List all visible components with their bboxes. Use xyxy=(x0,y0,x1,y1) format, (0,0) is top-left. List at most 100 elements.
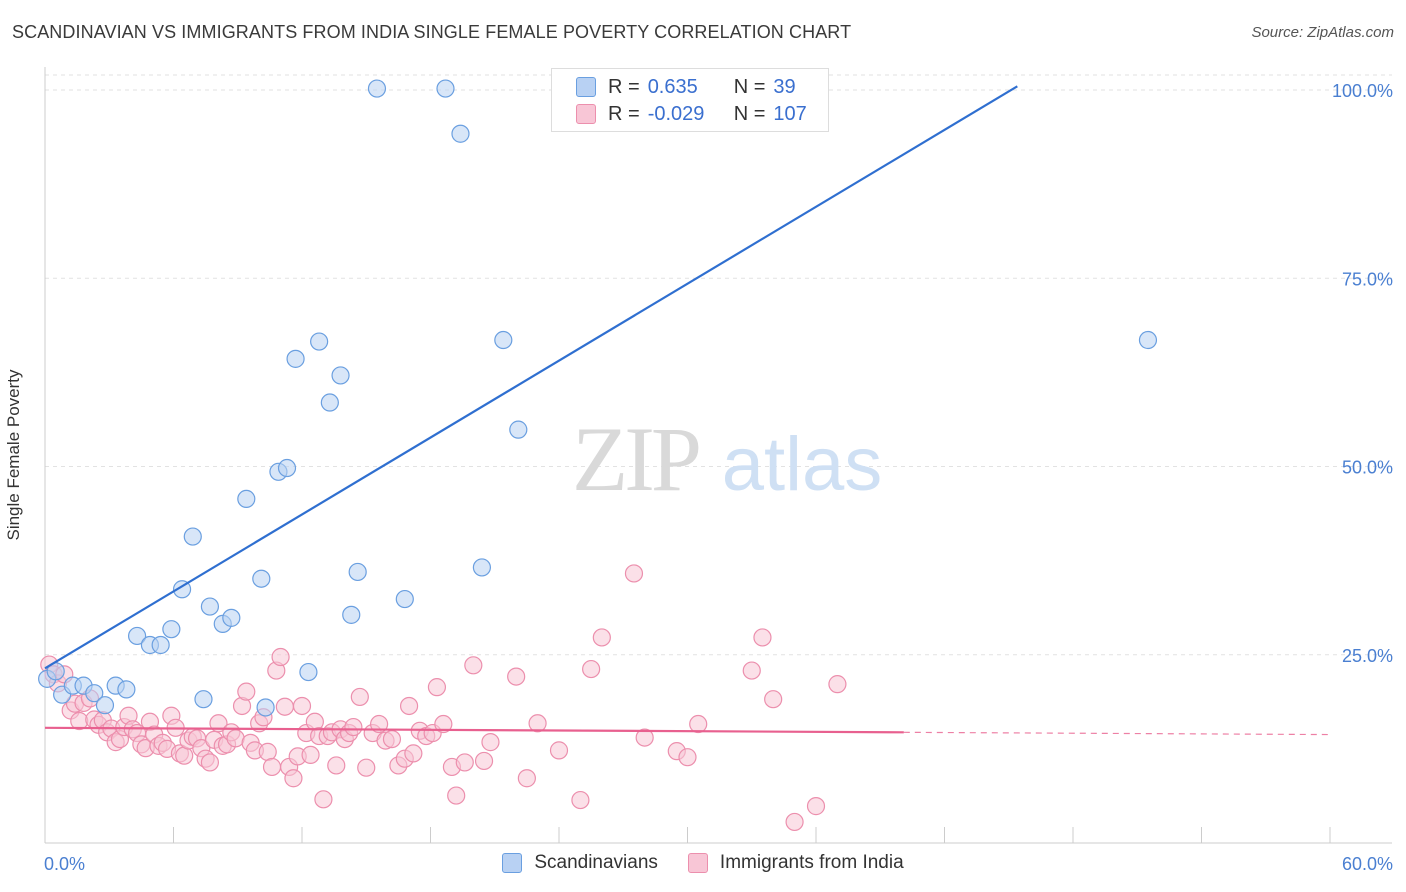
legend-r-value: 0.635 xyxy=(647,75,698,98)
scandinavian-point xyxy=(151,635,170,655)
legend-r-value: -0.029 xyxy=(647,102,705,125)
india-point xyxy=(226,729,245,748)
scandinavian-point xyxy=(256,698,275,717)
legend-item-india[interactable]: Immigrants from India xyxy=(687,852,904,874)
scandinavian-trend-line xyxy=(44,85,1018,670)
scandinavian-point xyxy=(472,558,491,577)
legend-n-value: 39 xyxy=(773,75,796,98)
india-point xyxy=(271,647,290,667)
scandinavian-point xyxy=(85,684,104,703)
india-point xyxy=(275,697,294,716)
legend-n-value: 107 xyxy=(773,102,807,125)
watermark-zip: ZIP xyxy=(572,408,699,510)
india-point xyxy=(764,690,783,709)
scandinavian-point xyxy=(451,124,470,143)
legend-row-scandinavians: R = 0.635 N = 39 xyxy=(576,75,796,99)
axes-layer xyxy=(44,67,1392,844)
scandinavian-point xyxy=(183,527,202,546)
india-point xyxy=(753,628,772,647)
india-point xyxy=(507,667,526,686)
legend-n-label: N = xyxy=(733,102,766,125)
india-point xyxy=(582,659,601,679)
india-trend-extension xyxy=(903,731,1331,736)
scandinavian-point xyxy=(162,620,181,639)
india-point xyxy=(624,564,644,583)
scandinavian-point xyxy=(200,597,220,616)
india-point xyxy=(209,714,228,733)
india-point xyxy=(314,790,333,809)
india-point xyxy=(292,696,312,716)
scandinavian-point xyxy=(348,562,367,582)
scandinavian-point xyxy=(299,662,318,682)
india-point xyxy=(464,656,483,675)
india-point xyxy=(427,678,447,697)
scandinavian-point xyxy=(395,589,414,609)
india-point xyxy=(592,628,611,647)
india-point xyxy=(571,790,590,810)
india-point xyxy=(327,756,346,775)
y-tick-label: 25.0% xyxy=(1342,646,1393,666)
y-axis-label: Single Female Poverty xyxy=(4,369,23,541)
india-trend-line xyxy=(44,726,904,734)
scandinavian-point xyxy=(222,608,241,627)
india-point xyxy=(382,729,402,749)
scandinavian-point xyxy=(194,690,213,709)
india-point xyxy=(301,745,320,765)
scandinavian-point xyxy=(252,569,271,588)
india-point xyxy=(237,682,256,701)
y-tick-label: 75.0% xyxy=(1342,269,1393,289)
scandinavian-point xyxy=(172,580,192,599)
india-point xyxy=(262,757,282,777)
india-point xyxy=(481,733,500,752)
scandinavian-points xyxy=(38,79,1158,717)
legend-label-india: Immigrants from India xyxy=(719,852,904,873)
x-tick-label-max: 60.0% xyxy=(1342,854,1393,874)
y-tick-label: 100.0% xyxy=(1332,81,1393,101)
scandinavian-point xyxy=(367,79,387,98)
scandinavian-point xyxy=(95,696,115,715)
india-point xyxy=(806,797,826,816)
legend-item-scandinavians[interactable]: Scandinavians xyxy=(502,852,658,874)
legend-r-label: R = xyxy=(608,75,640,98)
india-point xyxy=(828,675,847,694)
series-legend: Scandinavians Immigrants from India xyxy=(0,852,1406,874)
legend-label-scandinavians: Scandinavians xyxy=(534,852,658,873)
scandinavian-point xyxy=(436,79,455,98)
y-tick-label: 50.0% xyxy=(1342,458,1393,478)
india-point xyxy=(404,744,423,763)
x-tick-label-min: 0.0% xyxy=(44,854,85,874)
india-point xyxy=(344,717,363,737)
india-point xyxy=(474,751,494,771)
scandinavian-point xyxy=(237,489,256,509)
scandinavian-point xyxy=(127,626,147,646)
legend-n-label: N = xyxy=(733,75,766,98)
india-point xyxy=(258,742,277,761)
india-point xyxy=(635,728,654,747)
india-point xyxy=(175,746,194,765)
correlation-legend: R = 0.635 N = 39 R = -0.029 N = 107 xyxy=(551,68,829,132)
grid-layer xyxy=(45,74,1392,656)
scandinavian-point xyxy=(331,366,350,385)
legend-swatch-blue xyxy=(502,853,523,873)
india-points xyxy=(40,564,847,832)
trend-layer xyxy=(44,85,1331,736)
india-point xyxy=(350,687,369,707)
legend-swatch-blue xyxy=(576,77,596,97)
india-point xyxy=(455,753,474,772)
source-label: Source: ZipAtlas.com xyxy=(1251,24,1394,41)
india-point xyxy=(434,714,453,734)
scandinavian-point xyxy=(1138,330,1158,350)
india-point xyxy=(399,696,419,716)
scandinavian-point xyxy=(117,680,136,699)
india-point xyxy=(785,812,804,832)
scandinavian-point xyxy=(342,605,361,624)
india-point xyxy=(528,714,547,733)
watermark-atlas: atlas xyxy=(722,422,883,507)
india-point xyxy=(742,661,761,680)
india-point xyxy=(370,714,389,734)
india-point xyxy=(678,748,697,767)
legend-swatch-pink xyxy=(576,104,596,124)
india-point xyxy=(357,758,376,777)
india-point xyxy=(200,753,220,772)
